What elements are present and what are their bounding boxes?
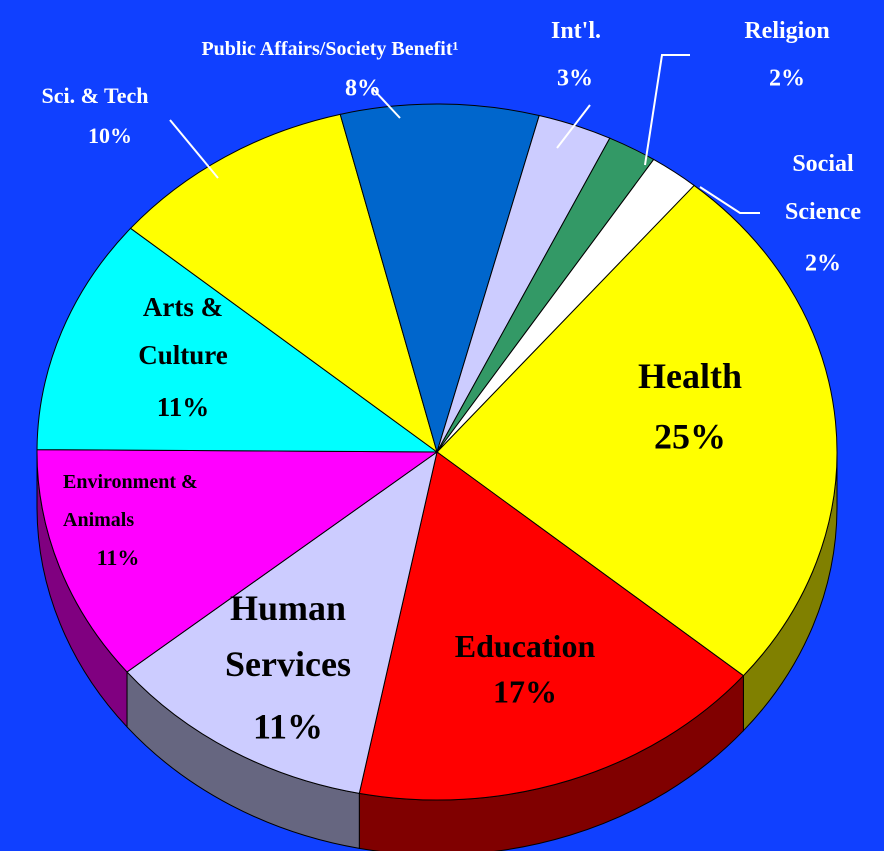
value-label: 11% xyxy=(97,545,140,570)
slice-label: Int'l. xyxy=(551,18,601,44)
slice-label: Health xyxy=(638,356,742,396)
label-line: Human xyxy=(230,588,346,628)
slice xyxy=(358,451,745,801)
slice xyxy=(436,184,838,677)
slice-label: Social Science xyxy=(785,151,861,225)
leader-line xyxy=(556,104,591,149)
label-line: Services xyxy=(225,644,351,684)
slice-label: Religion xyxy=(744,18,829,44)
value-label: 25% xyxy=(654,416,726,456)
label-line: Education xyxy=(455,628,596,664)
slice xyxy=(129,113,438,454)
leader-line xyxy=(699,186,760,214)
value-label: 3% xyxy=(557,66,593,92)
leader-line xyxy=(371,87,401,119)
label-line: Int'l. xyxy=(551,18,601,44)
label-line: Animals xyxy=(63,509,134,531)
value-label: 17% xyxy=(493,673,557,709)
slice-label: Environment & Animals xyxy=(63,471,198,531)
label-line: Public Affairs/Society Benefit¹ xyxy=(201,38,458,60)
slice xyxy=(36,227,439,453)
slice-label: Human Services xyxy=(225,588,351,684)
slice xyxy=(36,449,439,673)
slice-label: Arts & Culture xyxy=(138,292,228,370)
value-label: 2% xyxy=(805,251,841,277)
label-line: Science xyxy=(785,199,861,225)
slice-label: Public Affairs/Society Benefit¹ xyxy=(201,38,458,60)
slice xyxy=(126,450,438,794)
label-line: Culture xyxy=(138,340,228,370)
value-label: 2% xyxy=(769,66,805,92)
value-label: 10% xyxy=(88,123,132,148)
label-line: Environment & xyxy=(63,471,198,493)
leader-line xyxy=(169,119,219,179)
value-label: 11% xyxy=(253,706,323,746)
value-label: 11% xyxy=(157,392,210,422)
value-label: 8% xyxy=(345,76,381,102)
label-line: Social xyxy=(792,151,854,177)
slice-label: Sci. & Tech xyxy=(42,83,149,108)
label-line: Health xyxy=(638,356,742,396)
slice xyxy=(436,158,695,453)
label-line: Sci. & Tech xyxy=(42,83,149,108)
slice-label: Education xyxy=(455,628,596,664)
label-line: Arts & xyxy=(143,292,223,322)
label-line: Religion xyxy=(744,18,829,44)
slice xyxy=(339,103,540,454)
leader-line xyxy=(644,54,690,166)
